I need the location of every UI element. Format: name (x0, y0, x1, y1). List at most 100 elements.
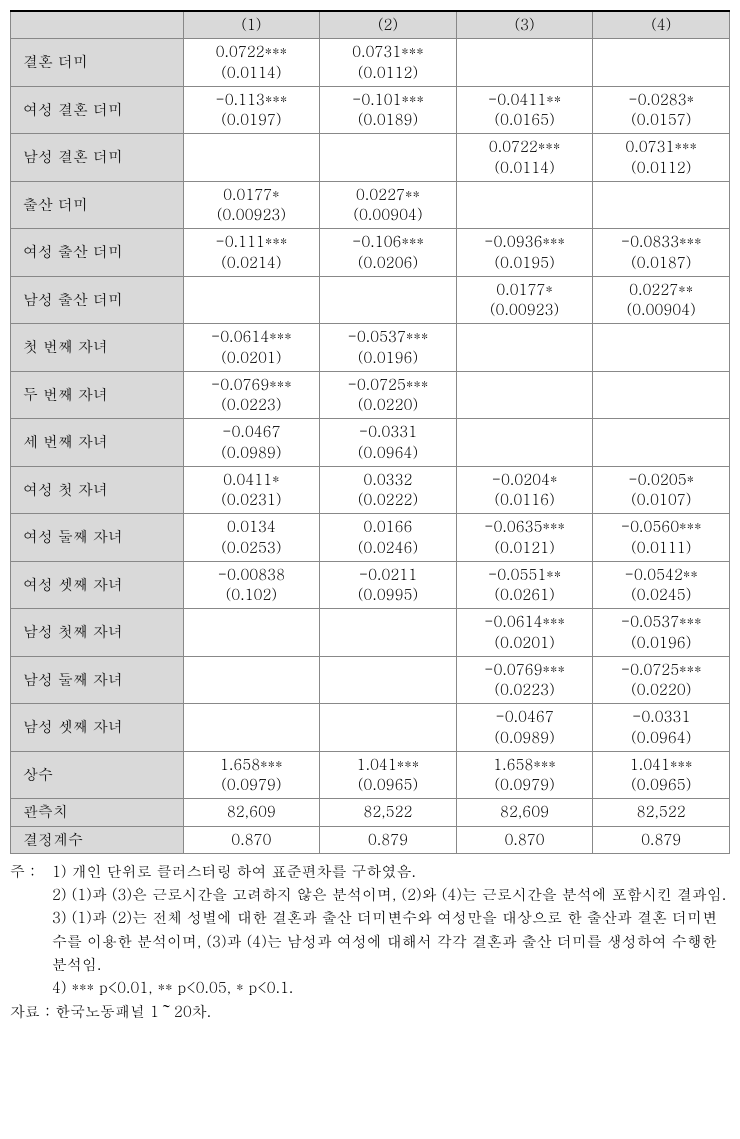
coef-cell: 1.658***(0.0979) (183, 751, 320, 799)
coef-cell: -0.0614***(0.0201) (456, 609, 593, 657)
coef-cell: 0.0411*(0.0231) (183, 466, 320, 514)
coef-cell (456, 371, 593, 419)
estimate: 0.0411* (223, 469, 280, 490)
std-error: (0.0112) (328, 63, 448, 83)
estimate: 0.0731*** (352, 41, 424, 62)
header-col-3: (3) (456, 11, 593, 39)
table-row: 결정계수0.8700.8790.8700.879 (11, 826, 730, 853)
std-error: (0.0206) (328, 253, 448, 273)
row-label: 남성 둘째 자녀 (11, 656, 184, 704)
std-error: (0.0201) (465, 633, 585, 653)
std-error: (0.0231) (192, 490, 312, 510)
coef-cell: -0.0635***(0.0121) (456, 514, 593, 562)
estimate: 0.0722*** (489, 136, 561, 157)
row-label: 여성 결혼 더미 (11, 86, 184, 134)
std-error: (0.0116) (465, 490, 585, 510)
std-error: (0.00923) (465, 300, 585, 320)
coef-cell: -0.0725***(0.0220) (320, 371, 457, 419)
std-error: (0.0253) (192, 538, 312, 558)
estimate: 0.0177* (223, 184, 280, 205)
stat-cell: 82,522 (593, 799, 730, 826)
std-error: (0.00904) (601, 300, 721, 320)
estimate: -0.0537*** (347, 326, 428, 347)
footnote-text: 1) 개인 단위로 클러스터링 하여 표준편차를 구하였음. (52, 860, 730, 883)
source-label: 자료 : (10, 1001, 55, 1022)
std-error: (0.00923) (192, 205, 312, 225)
coef-cell: 0.0227**(0.00904) (320, 181, 457, 229)
coef-cell: -0.0283*(0.0157) (593, 86, 730, 134)
std-error: (0.0121) (465, 538, 585, 558)
row-label: 남성 출산 더미 (11, 276, 184, 324)
estimate: -0.0560*** (621, 516, 702, 537)
estimate: -0.0411** (488, 89, 561, 110)
std-error: (0.0189) (328, 110, 448, 130)
coef-cell (320, 656, 457, 704)
row-label: 두 번째 자녀 (11, 371, 184, 419)
coef-cell (456, 324, 593, 372)
coef-cell: 0.0177*(0.00923) (456, 276, 593, 324)
std-error: (0.0220) (328, 395, 448, 415)
coef-cell: -0.101***(0.0189) (320, 86, 457, 134)
estimate: -0.111*** (215, 231, 287, 252)
std-error: (0.0965) (328, 775, 448, 795)
coef-cell (593, 419, 730, 467)
coef-cell (320, 276, 457, 324)
estimate: -0.0537*** (621, 611, 702, 632)
coef-cell: 0.0731***(0.0112) (593, 134, 730, 182)
table-row: 여성 둘째 자녀0.0134(0.0253)0.0166(0.0246)-0.0… (11, 514, 730, 562)
table-row: 여성 출산 더미-0.111***(0.0214)-0.106***(0.020… (11, 229, 730, 277)
coef-cell (593, 181, 730, 229)
coef-cell: -0.113***(0.0197) (183, 86, 320, 134)
std-error: (0.0964) (601, 728, 721, 748)
estimate: 0.0722*** (216, 41, 288, 62)
coef-cell: -0.106***(0.0206) (320, 229, 457, 277)
table-row: 남성 둘째 자녀-0.0769***(0.0223)-0.0725***(0.0… (11, 656, 730, 704)
estimate: -0.0725*** (347, 374, 428, 395)
std-error: (0.00904) (328, 205, 448, 225)
table-row: 남성 출산 더미0.0177*(0.00923)0.0227**(0.00904… (11, 276, 730, 324)
std-error: (0.0995) (328, 585, 448, 605)
coef-cell: 0.0166(0.0246) (320, 514, 457, 562)
estimate: -0.0635*** (484, 516, 565, 537)
std-error: (0.0195) (465, 253, 585, 273)
footnote-prefix (10, 883, 52, 906)
std-error: (0.0989) (465, 728, 585, 748)
estimate: -0.101*** (352, 89, 424, 110)
coef-cell: -0.0537***(0.0196) (320, 324, 457, 372)
footnote-item: 3) (1)과 (2)는 전체 성별에 대한 결혼과 출산 더미변수와 여성만을… (10, 906, 730, 976)
stat-cell: 0.879 (320, 826, 457, 853)
coef-cell: -0.0936***(0.0195) (456, 229, 593, 277)
estimate: 0.0227** (629, 279, 693, 300)
coef-cell (183, 609, 320, 657)
row-label: 세 번째 자녀 (11, 419, 184, 467)
coef-cell: -0.0769***(0.0223) (183, 371, 320, 419)
footnote-text: 4) *** p<0.01, ** p<0.05, * p<0.1. (52, 976, 730, 999)
std-error: (0.0214) (192, 253, 312, 273)
estimate: 0.0166 (363, 516, 412, 537)
estimate: -0.0614*** (211, 326, 292, 347)
coef-cell: -0.0211(0.0995) (320, 561, 457, 609)
coef-cell: 0.0722***(0.0114) (183, 39, 320, 87)
coef-cell: -0.0537***(0.0196) (593, 609, 730, 657)
coef-cell: 1.041***(0.0965) (593, 751, 730, 799)
coef-cell: 0.0227**(0.00904) (593, 276, 730, 324)
stat-cell: 82,609 (183, 799, 320, 826)
estimate: -0.0331 (359, 421, 417, 442)
table-row: 여성 첫 자녀0.0411*(0.0231)0.0332(0.0222)-0.0… (11, 466, 730, 514)
footnote-item: 주 : 1) 개인 단위로 클러스터링 하여 표준편차를 구하였음. (10, 860, 730, 883)
coef-cell: 1.658***(0.0979) (456, 751, 593, 799)
table-row: 여성 결혼 더미-0.113***(0.0197)-0.101***(0.018… (11, 86, 730, 134)
coef-cell: 1.041***(0.0965) (320, 751, 457, 799)
std-error: (0.0979) (192, 775, 312, 795)
coef-cell: -0.0551**(0.0261) (456, 561, 593, 609)
coef-cell: -0.0542**(0.0245) (593, 561, 730, 609)
estimate: 0.0731*** (625, 136, 697, 157)
estimate: -0.0833*** (621, 231, 702, 252)
footnotes: 주 : 1) 개인 단위로 클러스터링 하여 표준편차를 구하였음.2) (1)… (10, 860, 730, 1000)
row-label: 결정계수 (11, 826, 184, 853)
table-row: 남성 결혼 더미0.0722***(0.0114)0.0731***(0.011… (11, 134, 730, 182)
table-row: 여성 셋째 자녀-0.00838(0.102)-0.0211(0.0995)-0… (11, 561, 730, 609)
estimate: 0.0134 (227, 516, 276, 537)
std-error: (0.0220) (601, 680, 721, 700)
row-label: 남성 결혼 더미 (11, 134, 184, 182)
